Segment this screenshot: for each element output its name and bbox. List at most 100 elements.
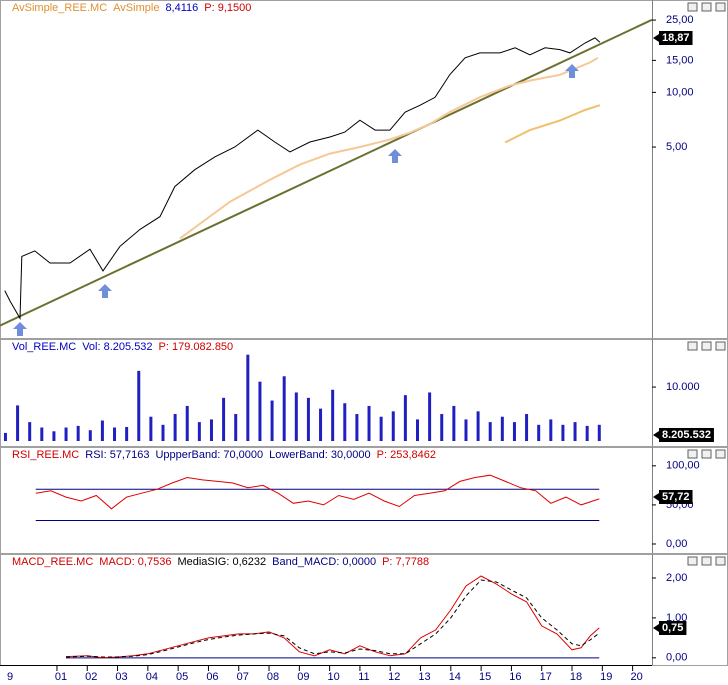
series-line <box>65 579 600 658</box>
x-tick-label: 9 <box>7 671 13 683</box>
x-tick-label: 20 <box>630 671 642 683</box>
tag-pointer <box>653 431 659 439</box>
panel-button <box>715 449 726 459</box>
panel-button <box>701 2 712 12</box>
panel-button <box>701 449 712 459</box>
y-tick-label: 25,00 <box>666 14 694 26</box>
volume-bar <box>16 405 20 441</box>
panel-button <box>701 556 712 566</box>
last-value-label: 18,87 <box>662 32 690 44</box>
volume-bar <box>585 425 589 441</box>
y-tick-label: 0,00 <box>666 652 687 664</box>
panel-button <box>687 556 698 566</box>
volume-bar <box>64 427 68 441</box>
volume-bar <box>331 389 335 441</box>
x-tick-label: 01 <box>55 671 67 683</box>
volume-bar <box>573 422 577 441</box>
volume-bar <box>125 426 129 441</box>
last-value-box <box>659 428 714 442</box>
series-line <box>0 18 652 327</box>
header-text: P: 7,7788 <box>382 556 429 568</box>
volume-bar <box>282 376 286 441</box>
volume-bar <box>161 424 165 441</box>
header-text: RSI_REE.MC <box>12 449 79 461</box>
panel-button <box>715 2 726 12</box>
plot-area <box>0 18 652 327</box>
x-tick-label: 15 <box>479 671 491 683</box>
header-text: LowerBand: 30,0000 <box>269 449 371 461</box>
x-tick-label: 06 <box>206 671 218 683</box>
tag-pointer <box>653 34 659 42</box>
x-tick-label: 10 <box>328 671 340 683</box>
x-tick-label: 19 <box>600 671 612 683</box>
volume-bar <box>209 419 213 441</box>
last-value-tag: 8.205.532 <box>653 428 714 442</box>
panel-button <box>715 556 726 566</box>
header-text: P: 179.082.850 <box>159 341 234 353</box>
panel-button <box>701 341 712 351</box>
volume-bar <box>149 416 153 441</box>
plot-area <box>65 575 600 659</box>
volume-bar <box>476 411 480 441</box>
volume-bar <box>440 414 444 441</box>
last-value-tag: 18,87 <box>653 31 693 45</box>
volume-bar <box>549 419 553 441</box>
x-tick-label: 12 <box>388 671 400 683</box>
volume-bar <box>100 420 104 441</box>
volume-bar <box>270 400 274 441</box>
y-tick-label: 1,00 <box>666 612 687 624</box>
panel-header: Vol_REE.MC Vol: 8.205.532 P: 179.082.850 <box>12 341 233 353</box>
volume-bar <box>561 424 565 441</box>
plot-area <box>35 474 600 522</box>
plot-area <box>3 354 601 441</box>
volume-bar <box>464 419 468 441</box>
volume-bar <box>113 427 117 441</box>
series-line <box>179 56 599 240</box>
panel-button <box>715 341 726 351</box>
volume-bar <box>391 411 395 441</box>
x-tick-label: 07 <box>237 671 249 683</box>
volume-bar <box>537 424 541 441</box>
annotation-arrow <box>13 322 27 336</box>
series-line <box>504 104 601 144</box>
volume-bar <box>428 392 432 441</box>
x-tick-label: 04 <box>146 671 158 683</box>
y-tick-label: 10,00 <box>666 86 694 98</box>
volume-bar <box>415 419 419 441</box>
volume-bar <box>525 414 529 441</box>
y-tick-label: 100,00 <box>666 460 700 472</box>
volume-bar <box>28 422 32 441</box>
panel-header: MACD_REE.MC MACD: 0,7536 MediaSIG: 0,6232 B… <box>12 556 429 568</box>
volume-bar <box>185 405 189 441</box>
last-value-tag: 0,75 <box>653 621 687 635</box>
panel-button <box>687 341 698 351</box>
last-value-box <box>659 621 687 635</box>
volume-bar <box>222 397 226 441</box>
tag-pointer <box>653 624 659 632</box>
x-tick-label: 09 <box>297 671 309 683</box>
volume-bar <box>597 424 601 441</box>
panel-button <box>687 2 698 12</box>
volume-bar <box>197 422 201 441</box>
header-text: P: 253,8462 <box>377 449 436 461</box>
header-text: 8,4116 <box>165 2 198 14</box>
volume-bar <box>355 414 359 441</box>
panel-button <box>687 449 698 459</box>
last-value-tag: 57,72 <box>653 490 693 504</box>
annotation-arrow <box>98 284 112 298</box>
y-tick-label: 5,00 <box>666 141 687 153</box>
header-text: RSI: 57,7163 <box>85 449 149 461</box>
volume-bar <box>319 408 323 441</box>
volume-bar <box>306 397 310 441</box>
volume-bar <box>452 405 456 441</box>
header-text: AvSimple <box>113 2 159 14</box>
volume-bar <box>500 416 504 441</box>
volume-bar <box>246 354 250 441</box>
header-text: AvSimple_REE.MC <box>12 2 107 14</box>
volume-bar <box>512 422 516 441</box>
volume-bar <box>258 381 262 441</box>
volume-bar <box>488 422 492 441</box>
